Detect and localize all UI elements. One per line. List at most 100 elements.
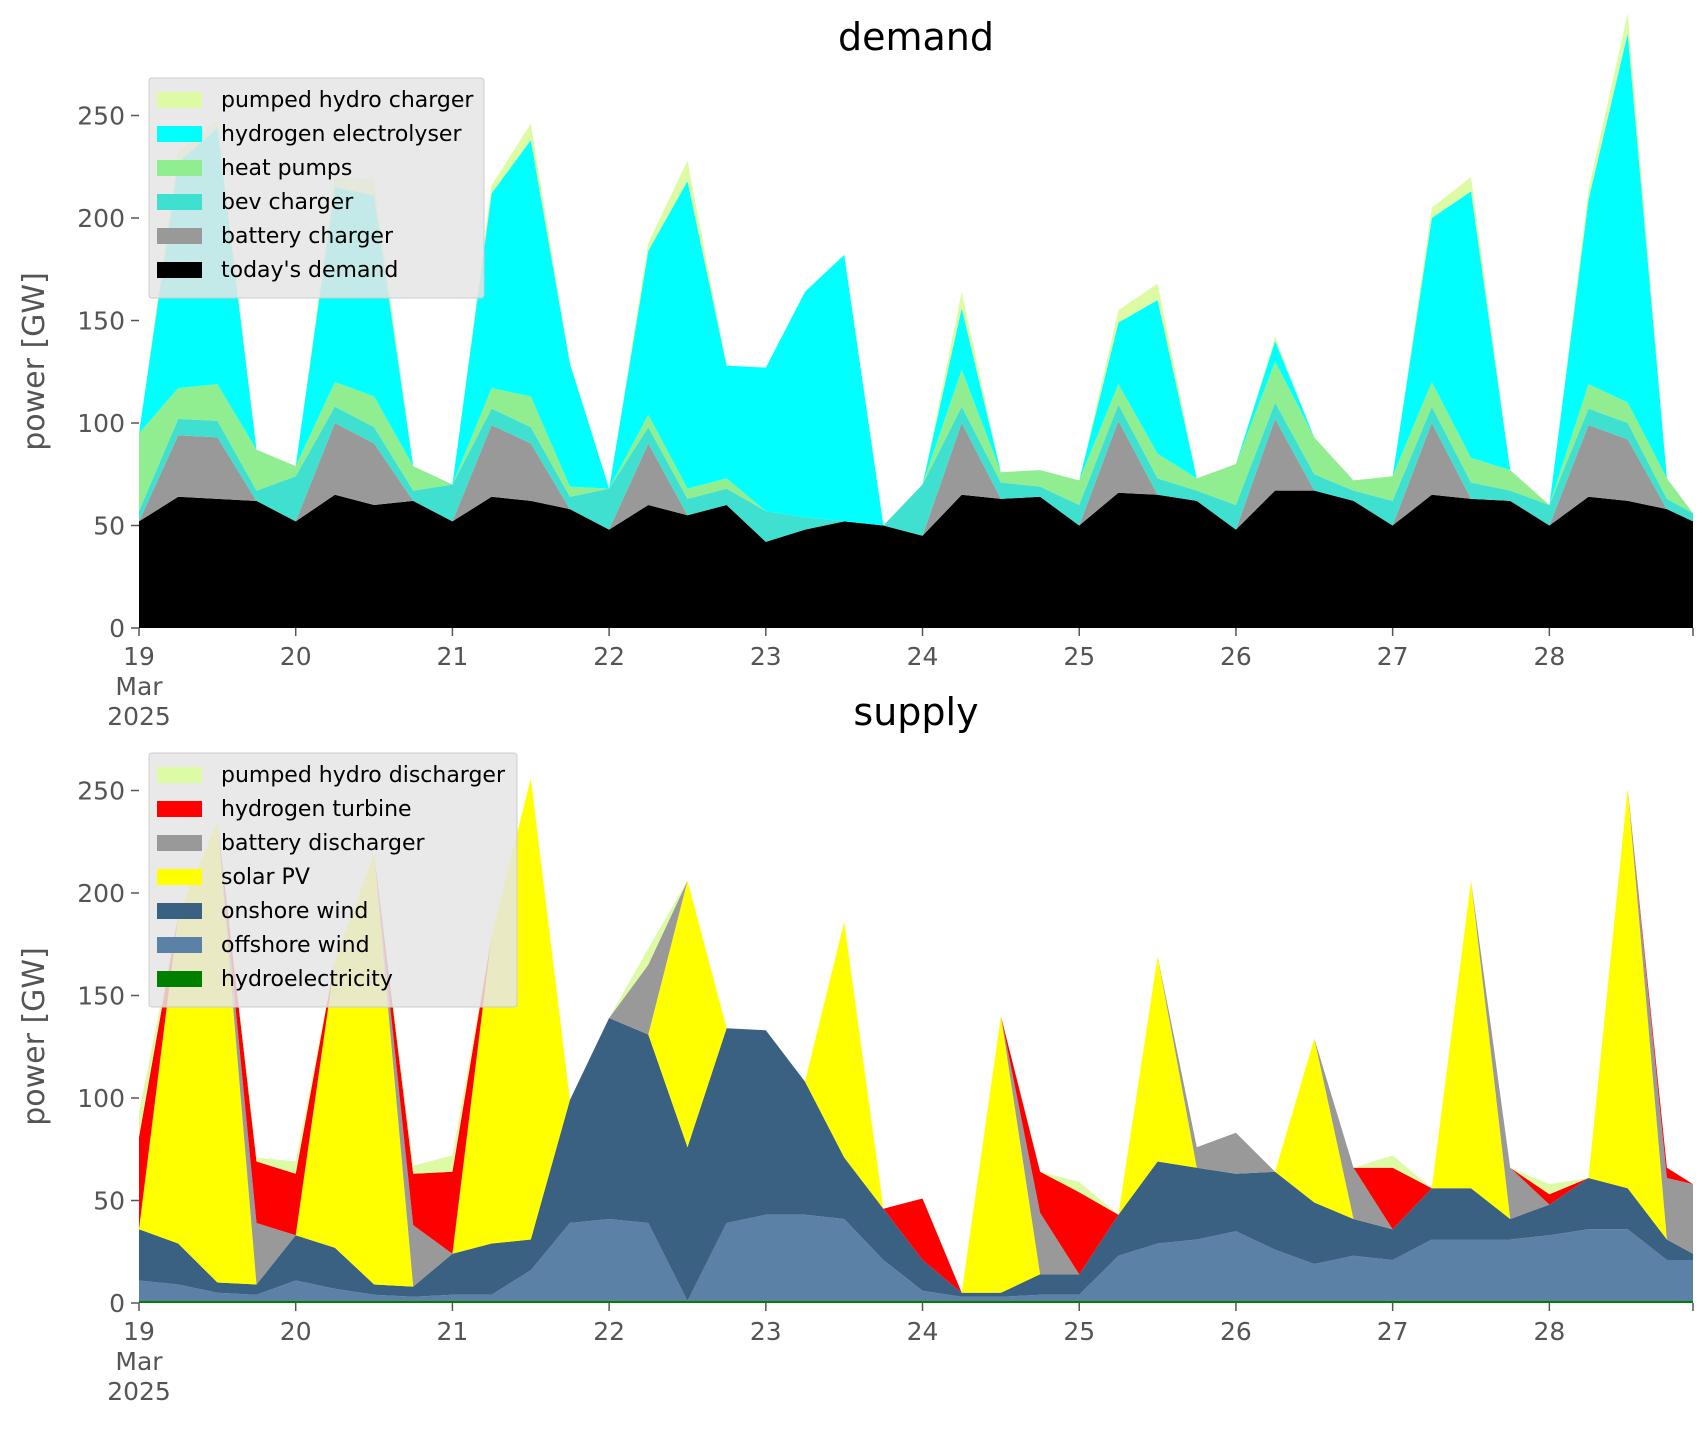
legend-label: pumped hydro charger — [221, 88, 474, 113]
x-tick-sublabel: 2025 — [107, 1377, 171, 1406]
y-axis: 0 50 100 150 200 250 — [77, 777, 139, 1318]
y-tick-label: 250 — [77, 777, 125, 806]
x-tick-label: 23 — [750, 642, 782, 671]
y-tick-label: 0 — [109, 1289, 125, 1318]
series-group — [139, 13, 1693, 628]
legend-label: heat pumps — [221, 156, 352, 181]
series-area-hydrogen-electrolyser — [139, 33, 1693, 526]
legend-label: bev charger — [221, 190, 354, 215]
x-tick-label: 28 — [1533, 1317, 1565, 1346]
y-tick-label: 50 — [93, 512, 125, 541]
x-tick-label: 24 — [907, 642, 939, 671]
legend-item-solar-pv: solar PV — [157, 865, 310, 890]
legend-item-onshore-wind: onshore wind — [157, 899, 368, 924]
x-tick-label: 21 — [437, 1317, 469, 1346]
legend-item-hydrogen-turbine: hydrogen turbine — [157, 797, 412, 822]
legend-item-hydrogen-electrolyser: hydrogen electrolyser — [157, 122, 462, 147]
x-tick-label: 27 — [1377, 1317, 1409, 1346]
x-tick-label: 22 — [593, 1317, 625, 1346]
legend-label: hydroelectricity — [221, 967, 393, 992]
chart-title: demand — [838, 15, 994, 59]
x-tick-label: 26 — [1220, 642, 1252, 671]
legend-label: offshore wind — [221, 933, 370, 958]
legend-item-bev-charger: bev charger — [157, 190, 354, 215]
x-tick-label: 19 — [123, 1317, 155, 1346]
legend-box — [148, 77, 485, 299]
series-group — [139, 778, 1693, 1303]
legend-item-offshore-wind: offshore wind — [157, 933, 370, 958]
legend: pumped hydro discharger hydrogen turbine b… — [148, 752, 518, 1008]
legend-item-battery-charger: battery charger — [157, 224, 394, 249]
legend-swatch — [157, 801, 202, 817]
x-tick-sublabel: Mar — [115, 1347, 163, 1376]
legend-label: onshore wind — [221, 899, 368, 924]
x-tick-label: 20 — [280, 642, 312, 671]
legend-item-battery-discharger: battery discharger — [157, 831, 426, 856]
series-area-offshore-wind — [139, 1214, 1693, 1301]
legend-item-pumped-hydro-discharger: pumped hydro discharger — [157, 763, 506, 788]
legend-swatch — [157, 228, 202, 244]
series-area-bev-charger — [139, 402, 1693, 542]
y-tick-label: 150 — [77, 982, 125, 1011]
legend-swatch — [157, 767, 202, 783]
legend-swatch — [157, 126, 202, 142]
y-tick-label: 0 — [109, 614, 125, 643]
y-tick-label: 100 — [77, 1084, 125, 1113]
legend-swatch — [157, 194, 202, 210]
y-axis-label: power [GW] — [17, 272, 52, 451]
legend-item-today-s-demand: today's demand — [157, 258, 398, 283]
series-area-pumped-hydro-charger — [139, 13, 1693, 526]
series-area-solar-pv — [139, 778, 1693, 1293]
legend-label: solar PV — [221, 865, 310, 890]
legend-swatch — [157, 92, 202, 108]
legend-label: today's demand — [221, 258, 398, 283]
x-tick-label: 20 — [280, 1317, 312, 1346]
legend-label: hydrogen electrolyser — [221, 122, 462, 147]
series-area-heat-pumps — [139, 361, 1693, 526]
legend-swatch — [157, 262, 202, 278]
legend-label: battery discharger — [221, 831, 426, 856]
series-area-battery-charger — [139, 418, 1693, 542]
legend-label: battery charger — [221, 224, 394, 249]
x-tick-label: 21 — [437, 642, 469, 671]
series-area-onshore-wind — [139, 1018, 1693, 1301]
x-tick-label: 25 — [1063, 1317, 1095, 1346]
x-tick-label: 27 — [1377, 642, 1409, 671]
x-tick-label: 19 — [123, 642, 155, 671]
legend-item-hydroelectricity: hydroelectricity — [157, 967, 393, 992]
x-tick-label: 28 — [1533, 642, 1565, 671]
legend-label: hydrogen turbine — [221, 797, 412, 822]
y-tick-label: 50 — [93, 1187, 125, 1216]
legend-swatch — [157, 903, 202, 919]
x-tick-label: 25 — [1063, 642, 1095, 671]
y-tick-label: 100 — [77, 409, 125, 438]
x-tick-label: 22 — [593, 642, 625, 671]
legend-item-pumped-hydro-charger: pumped hydro charger — [157, 88, 474, 113]
chart-title: supply — [853, 690, 978, 734]
legend-swatch — [157, 869, 202, 885]
y-axis: 0 50 100 150 200 250 — [77, 102, 139, 643]
legend: pumped hydro charger hydrogen electrolyse… — [148, 77, 485, 299]
x-tick-label: 26 — [1220, 1317, 1252, 1346]
legend-swatch — [157, 160, 202, 176]
series-area-today-s-demand — [139, 490, 1693, 628]
y-tick-label: 200 — [77, 879, 125, 908]
legend-item-heat-pumps: heat pumps — [157, 156, 352, 181]
legend-swatch — [157, 937, 202, 953]
x-tick-sublabel: Mar — [115, 672, 163, 701]
x-tick-label: 23 — [750, 1317, 782, 1346]
y-tick-label: 250 — [77, 102, 125, 131]
y-axis-label: power [GW] — [17, 947, 52, 1126]
legend-label: pumped hydro discharger — [221, 763, 506, 788]
x-tick-label: 24 — [907, 1317, 939, 1346]
legend-swatch — [157, 971, 202, 987]
legend-box — [148, 752, 518, 1008]
y-tick-label: 200 — [77, 204, 125, 233]
series-area-hydroelectricity — [139, 1301, 1693, 1303]
legend-swatch — [157, 835, 202, 851]
